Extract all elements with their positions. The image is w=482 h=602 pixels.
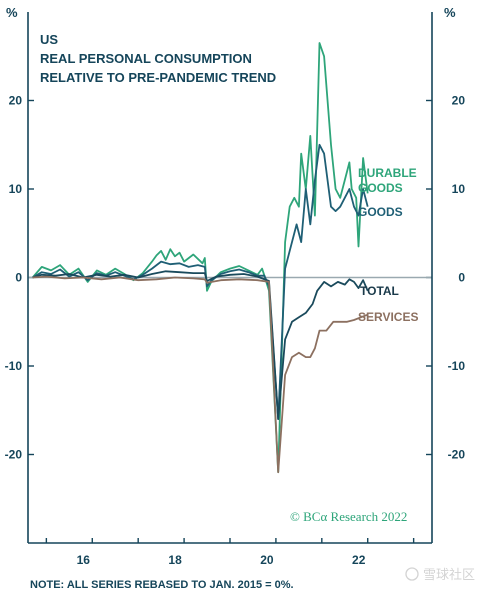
- y-unit-left: %: [6, 5, 18, 20]
- series-line-total: [32, 270, 369, 421]
- watermark-text: 雪球社区: [423, 567, 475, 582]
- series-line-services: [32, 275, 369, 474]
- y-tick-label-left: 20: [9, 94, 23, 108]
- series-line-durable: [31, 42, 369, 474]
- chart-title-line-2: REAL PERSONAL CONSUMPTION: [40, 51, 252, 66]
- y-unit-right: %: [444, 5, 456, 20]
- y-tick-label-left: -20: [5, 448, 23, 462]
- label-durable-goods-line-1: DURABLE: [358, 166, 417, 180]
- y-tick-label-left: 10: [9, 182, 23, 196]
- y-tick-label-right: -20: [448, 448, 466, 462]
- y-tick-label-right: 0: [458, 271, 465, 285]
- x-tick-label: 18: [168, 553, 182, 567]
- x-tick-label: 20: [260, 553, 274, 567]
- watermark-icon: [405, 567, 419, 581]
- y-tick-label-left: 0: [15, 271, 22, 285]
- label-total: TOTAL: [360, 284, 399, 298]
- chart-title-line-3: RELATIVE TO PRE-PANDEMIC TREND: [40, 70, 276, 85]
- chart-title-line-1: US: [40, 32, 58, 47]
- chart-note: NOTE: ALL SERIES REBASED TO JAN. 2015 = …: [30, 579, 294, 591]
- chart-credit: © BCα Research 2022: [290, 509, 407, 524]
- label-services: SERVICES: [358, 310, 418, 324]
- x-tick-label: 16: [77, 553, 91, 567]
- y-tick-label-right: 10: [452, 182, 466, 196]
- axis-ticks: 20 20 10 10 0 0 -10 -10 -20 -20 16 18 20 22: [5, 94, 466, 568]
- x-tick-label: 22: [352, 553, 366, 567]
- series-layer: [31, 42, 369, 474]
- watermark: 雪球社区: [405, 567, 475, 582]
- y-tick-label-left: -10: [5, 359, 23, 373]
- y-tick-label-right: 20: [452, 94, 466, 108]
- label-durable-goods-line-2: GOODS: [358, 181, 403, 195]
- label-goods: GOODS: [358, 205, 403, 219]
- series-line-goods: [32, 143, 369, 421]
- y-tick-label-right: -10: [448, 359, 466, 373]
